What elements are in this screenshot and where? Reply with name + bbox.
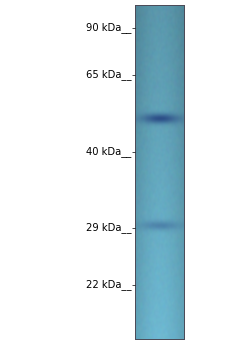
Text: 90 kDa__: 90 kDa__ <box>86 22 131 34</box>
Text: 65 kDa__: 65 kDa__ <box>86 70 131 80</box>
Text: 29 kDa__: 29 kDa__ <box>86 223 131 233</box>
Text: 40 kDa__: 40 kDa__ <box>86 147 131 158</box>
Text: 22 kDa__: 22 kDa__ <box>86 280 131 290</box>
